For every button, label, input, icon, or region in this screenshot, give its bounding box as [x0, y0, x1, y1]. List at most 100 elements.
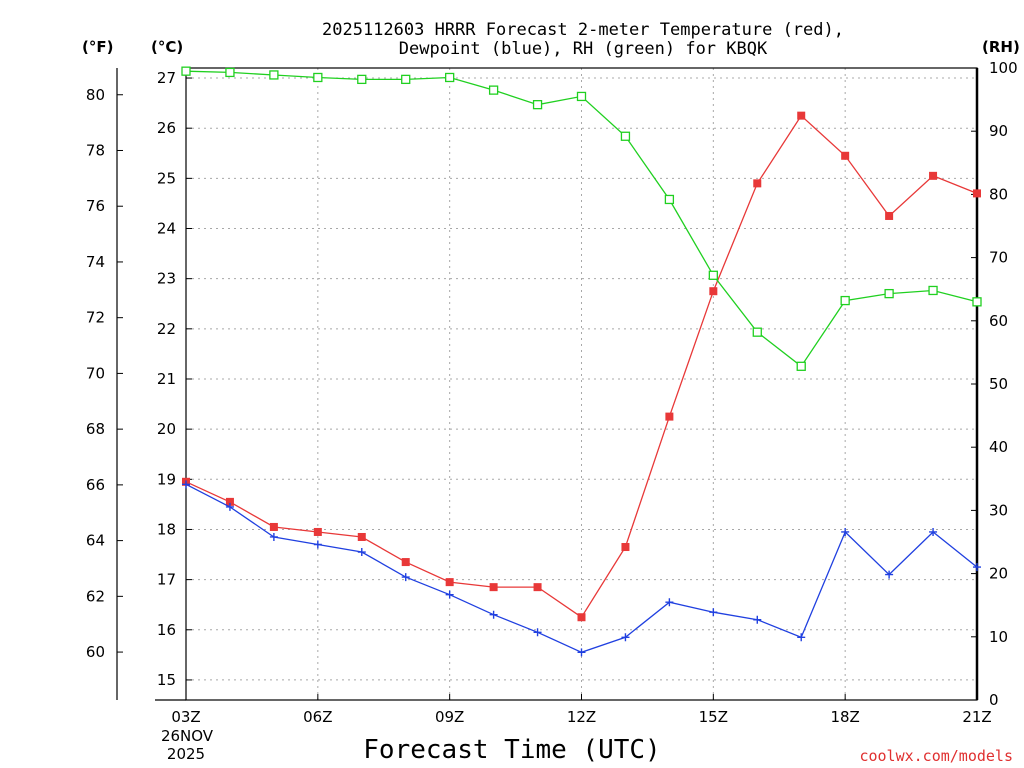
- dewpoint-point: [313, 540, 322, 549]
- temperature-point: [885, 211, 894, 220]
- fahrenheit-tick-label: 76: [86, 197, 105, 215]
- rh-point: [928, 285, 938, 296]
- credit-text: coolwx.com/models: [859, 747, 1013, 765]
- dewpoint-point: [577, 648, 586, 657]
- rh-tick-label: 40: [989, 438, 1008, 456]
- dewpoint-point: [269, 532, 278, 541]
- rh-point: [225, 67, 235, 78]
- temperature-point: [797, 111, 806, 120]
- chart-title-line-2: Dewpoint (blue), RH (green) for KBQK: [399, 39, 768, 59]
- rh-point: [532, 100, 543, 110]
- temperature-point: [929, 171, 938, 180]
- fahrenheit-tick-label: 66: [86, 476, 105, 494]
- x-tick-label: 12Z: [567, 708, 596, 726]
- temperature-point: [269, 522, 278, 531]
- fahrenheit-tick-label: 80: [86, 86, 105, 104]
- fahrenheit-tick-label: 72: [86, 309, 105, 327]
- rh-tick-label: 100: [989, 59, 1018, 77]
- dewpoint-point: [401, 573, 410, 582]
- celsius-tick-label: 20: [157, 420, 176, 438]
- dewpoint-point: [929, 527, 938, 536]
- dewpoint-point: [182, 480, 190, 489]
- rh-tick-label: 90: [989, 122, 1008, 140]
- rh-tick-label: 80: [989, 185, 1008, 203]
- dewpoint-point: [225, 502, 234, 511]
- celsius-tick-label: 17: [157, 571, 176, 589]
- temperature-point: [577, 613, 586, 622]
- dewpoint-point: [445, 590, 454, 599]
- temperature-point: [489, 583, 498, 592]
- celsius-tick-label: 25: [157, 169, 176, 187]
- dewpoint-point: [797, 633, 806, 642]
- x-tick-label: 21Z: [962, 708, 991, 726]
- fahrenheit-tick-label: 74: [86, 253, 105, 271]
- temperature-point: [225, 497, 234, 506]
- rh-point: [620, 131, 631, 141]
- rh-point: [664, 194, 675, 205]
- x-tick-label: 03Z: [171, 708, 200, 726]
- rh-point: [313, 72, 323, 83]
- axes: 15 16 17 18 19 20 21 22 23 24 25 26 27 60 62 64 66 68 70 72…: [86, 59, 1018, 726]
- x-axis-label: Forecast Time (UTC): [363, 735, 660, 765]
- celsius-tick-label: 26: [157, 119, 176, 137]
- celsius-unit-label: (°C): [151, 38, 183, 56]
- rh-point: [708, 270, 718, 280]
- series-layer: [181, 66, 982, 657]
- rh-point: [884, 288, 894, 299]
- rh-point: [752, 327, 762, 337]
- celsius-tick-label: 19: [157, 470, 176, 488]
- rh-tick-label: 60: [989, 312, 1008, 330]
- celsius-tick-label: 22: [157, 320, 176, 338]
- temperature-point: [973, 189, 981, 198]
- rh-point: [796, 361, 806, 371]
- temperature-point: [709, 287, 718, 296]
- date-label-day: 26NOV: [161, 727, 214, 745]
- temperature-point: [401, 558, 410, 567]
- fahrenheit-tick-label: 60: [86, 643, 105, 661]
- dewpoint-point: [841, 527, 850, 536]
- fahrenheit-unit-label: (°F): [82, 38, 113, 56]
- temperature-point: [753, 179, 762, 188]
- rh-point: [401, 74, 411, 85]
- celsius-tick-label: 23: [157, 270, 176, 288]
- fahrenheit-tick-label: 62: [86, 587, 105, 605]
- x-tick-label: 09Z: [435, 708, 464, 726]
- rh-point: [181, 66, 191, 76]
- rh-point: [972, 297, 982, 307]
- rh-unit-label: (RH): [982, 38, 1020, 56]
- temperature-point: [621, 543, 630, 552]
- fahrenheit-tick-label: 78: [86, 141, 105, 159]
- celsius-tick-label: 15: [157, 671, 176, 689]
- celsius-tick-label: 24: [157, 220, 176, 238]
- x-tick-label: 06Z: [303, 708, 332, 726]
- dewpoint-point: [533, 628, 542, 637]
- temperature-point: [533, 583, 542, 592]
- fahrenheit-tick-label: 68: [86, 420, 105, 438]
- dewpoint-point: [753, 615, 762, 624]
- grid-lines: [186, 68, 977, 700]
- rh-tick-label: 0: [989, 691, 999, 709]
- dewpoint-point: [665, 598, 674, 607]
- rh-point: [488, 85, 499, 95]
- dewpoint-point: [709, 608, 718, 617]
- rh-tick-label: 20: [989, 565, 1008, 583]
- temperature-point: [357, 532, 366, 541]
- x-tick-label: 18Z: [830, 708, 859, 726]
- rh-tick-label: 50: [989, 375, 1008, 393]
- x-tick-label: 15Z: [699, 708, 728, 726]
- fahrenheit-tick-label: 70: [86, 364, 105, 382]
- dewpoint-point: [621, 633, 630, 642]
- rh-tick-label: 30: [989, 501, 1008, 519]
- fahrenheit-tick-label: 64: [86, 532, 105, 550]
- chart-title-line-1: 2025112603 HRRR Forecast 2-meter Tempera…: [322, 20, 844, 40]
- celsius-tick-label: 27: [157, 69, 176, 87]
- plot-frame: [185, 67, 978, 701]
- temperature-point: [313, 527, 322, 536]
- temperature-point: [665, 412, 674, 421]
- rh-tick-label: 10: [989, 628, 1008, 646]
- celsius-tick-label: 21: [157, 370, 176, 388]
- dewpoint-point: [357, 548, 366, 557]
- temperature-point: [841, 151, 850, 160]
- dewpoint-point: [885, 570, 894, 579]
